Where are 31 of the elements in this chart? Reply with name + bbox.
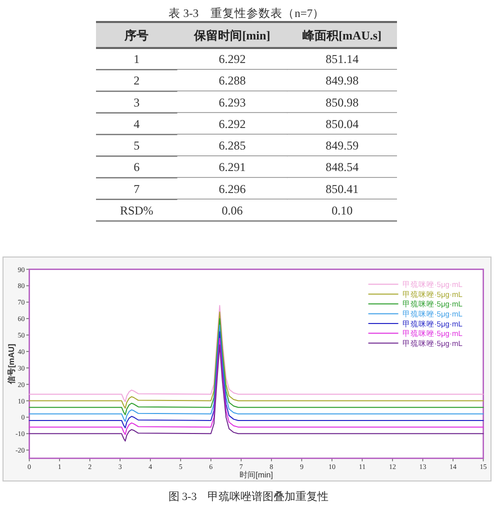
data-label: 0.06 bbox=[222, 203, 243, 218]
data-label: 850.98 bbox=[326, 95, 359, 110]
data-label: 0.10 bbox=[332, 203, 353, 218]
caption: 图 3-3 甲巯咪唑谱图叠加重复性 bbox=[168, 490, 329, 503]
data-label: 6.293 bbox=[218, 95, 246, 110]
data-label: 6.292 bbox=[218, 52, 246, 66]
x-tick-label: 保留时间[min] bbox=[193, 28, 270, 42]
x-tick-label: 峰面积[mAU.s] bbox=[302, 28, 382, 42]
data-label: 6.292 bbox=[218, 116, 246, 131]
chart-title: 表 3-3 重复性参数表（n=7） bbox=[168, 7, 325, 20]
data-label: 851.14 bbox=[326, 52, 359, 66]
data-label: 850.41 bbox=[326, 182, 359, 196]
data-label: 849.98 bbox=[326, 74, 359, 88]
data-label: 6.285 bbox=[218, 138, 246, 153]
data-label: 6.291 bbox=[218, 160, 246, 174]
y-tick-label: RSD% bbox=[120, 203, 154, 218]
y-axis-title: 序号 bbox=[124, 28, 149, 42]
x-axis-title: 时间[min] bbox=[240, 470, 273, 480]
data-label: 848.54 bbox=[326, 160, 359, 174]
y-axis-title: 信号[mAU] bbox=[7, 343, 16, 385]
data-label: 6.288 bbox=[218, 74, 246, 88]
y-tick-label: 3 bbox=[134, 95, 140, 110]
y-tick-label: 2 bbox=[134, 74, 140, 88]
y-tick-label: 1 bbox=[134, 52, 140, 66]
y-tick-label: 7 bbox=[134, 182, 140, 196]
y-tick-label: 6 bbox=[134, 160, 140, 174]
y-tick-label: 4 bbox=[134, 116, 140, 131]
data-label: 6.296 bbox=[218, 182, 246, 196]
data-label: 849.59 bbox=[326, 138, 359, 153]
data-label: 850.04 bbox=[326, 116, 359, 131]
y-tick-label: 5 bbox=[134, 138, 140, 153]
